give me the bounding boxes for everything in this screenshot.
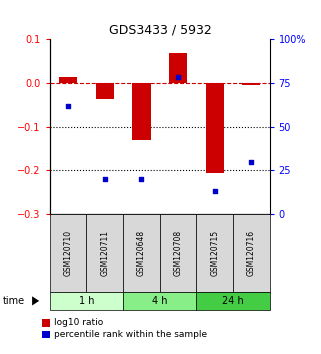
Bar <box>132 83 151 140</box>
Text: 1 h: 1 h <box>79 296 94 306</box>
Text: percentile rank within the sample: percentile rank within the sample <box>54 330 207 339</box>
Text: log10 ratio: log10 ratio <box>54 318 103 327</box>
Text: time: time <box>3 296 25 306</box>
Text: GSM120711: GSM120711 <box>100 230 109 276</box>
Text: GSM120648: GSM120648 <box>137 230 146 276</box>
Point <box>139 176 144 182</box>
Point <box>249 159 254 164</box>
Bar <box>169 53 187 83</box>
Text: GSM120708: GSM120708 <box>174 230 183 276</box>
Bar <box>242 83 260 85</box>
Bar <box>96 83 114 99</box>
Text: 24 h: 24 h <box>222 296 244 306</box>
Text: 4 h: 4 h <box>152 296 168 306</box>
Text: GSM120716: GSM120716 <box>247 230 256 276</box>
Point <box>176 75 181 80</box>
Bar <box>205 83 224 172</box>
Text: GDS3433 / 5932: GDS3433 / 5932 <box>109 23 212 36</box>
Polygon shape <box>32 296 39 306</box>
Point <box>65 103 71 108</box>
Text: GSM120710: GSM120710 <box>64 230 73 276</box>
Bar <box>59 77 77 83</box>
Point <box>102 176 107 182</box>
Point <box>212 189 217 194</box>
Text: GSM120715: GSM120715 <box>210 230 219 276</box>
